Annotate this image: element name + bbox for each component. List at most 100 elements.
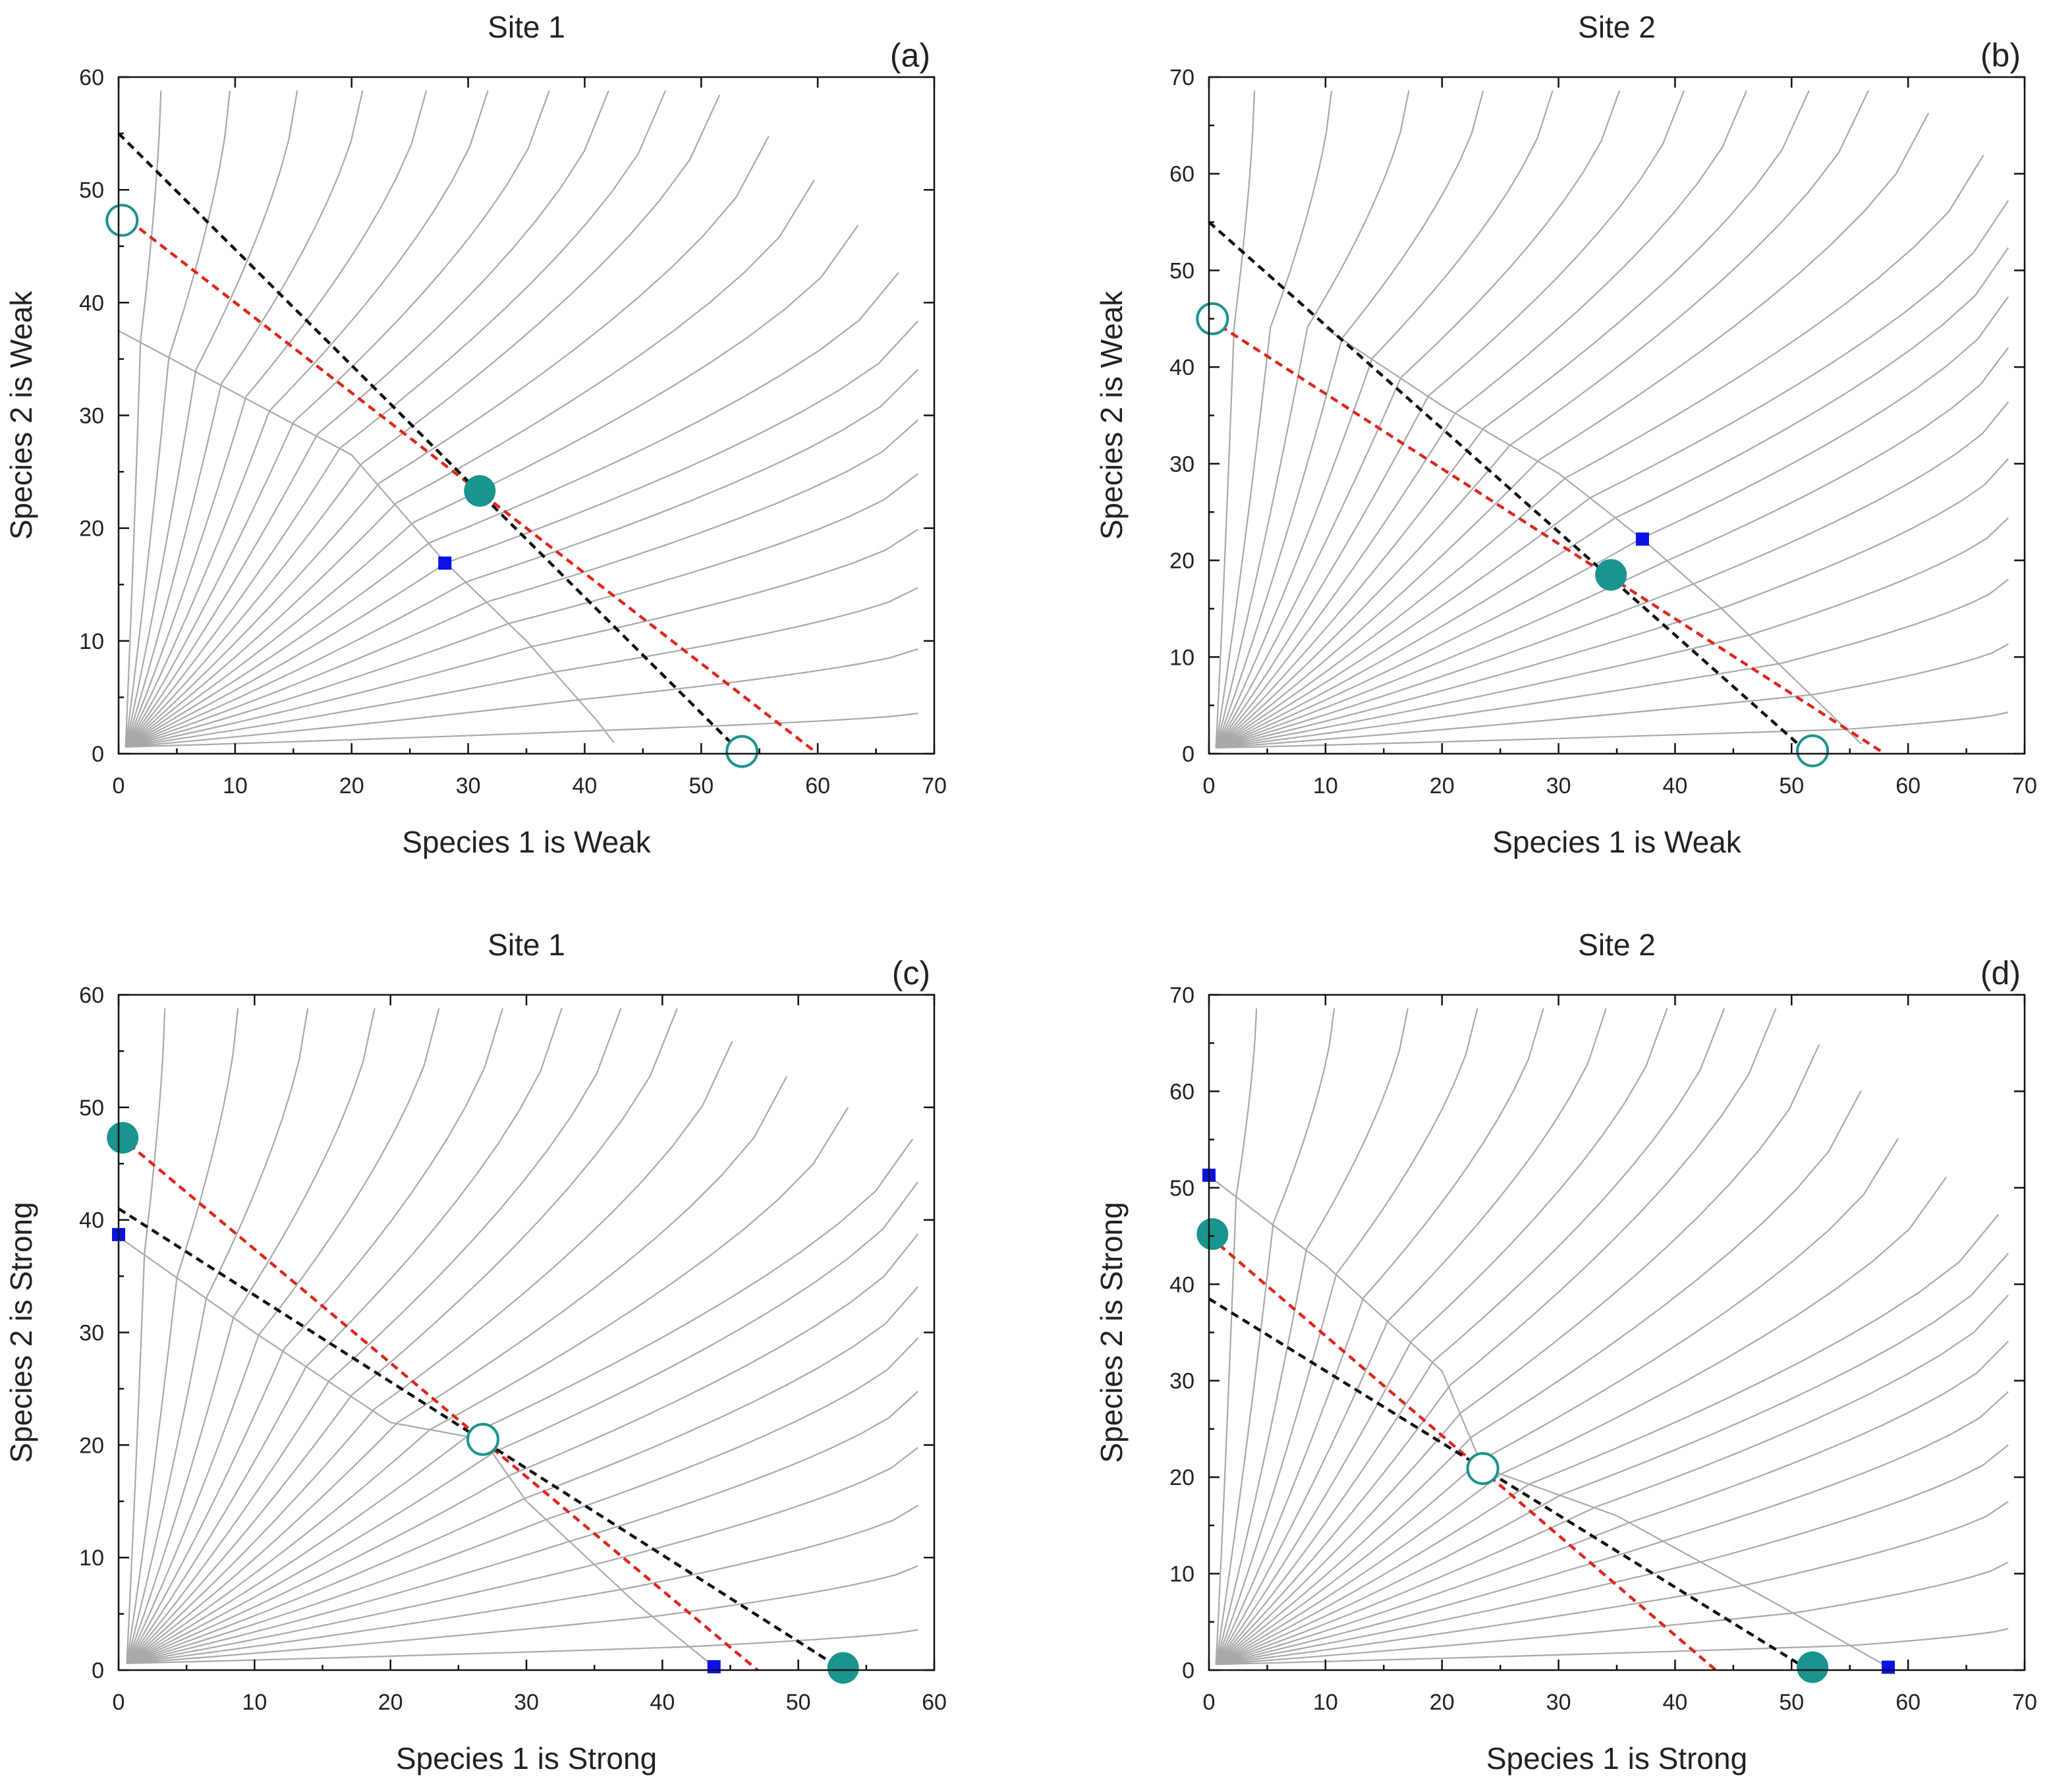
trajectory-line	[1850, 1628, 2009, 1646]
trajectory-group	[1209, 1008, 2009, 1668]
trajectory-line	[1215, 1412, 1462, 1666]
trajectory-line	[1669, 347, 2009, 561]
separatrix-line	[119, 1236, 715, 1667]
trajectory-line	[1215, 444, 1511, 749]
y-tick-label: 40	[1169, 355, 1194, 380]
x-tick-label: 30	[1546, 1690, 1571, 1715]
trajectory-line	[1215, 327, 1235, 748]
trajectory-line	[258, 1008, 440, 1335]
equilibrium-square-marker	[707, 1660, 721, 1673]
trajectory-line	[126, 1422, 399, 1664]
trajectory-line	[1215, 428, 1484, 748]
x-tick-label: 60	[805, 773, 830, 798]
panel-title: Site 2	[1578, 928, 1656, 962]
trajectory-line	[1215, 377, 1402, 748]
x-tick-label: 30	[1546, 773, 1571, 798]
trajectory-line	[1215, 412, 1456, 748]
trajectory-line	[509, 1233, 919, 1476]
trajectory-line	[144, 1008, 166, 1253]
trajectory-line	[126, 1380, 331, 1664]
trajectory-line	[1216, 582, 1696, 749]
trajectory-line	[126, 1563, 595, 1664]
trajectory-line	[125, 562, 447, 748]
trajectory-line	[1432, 1008, 1726, 1362]
trajectory-line	[125, 410, 270, 748]
trajectory-line	[126, 1348, 285, 1664]
trajectory-line	[1306, 1008, 1409, 1250]
trajectory-line	[1529, 1214, 2000, 1485]
trajectory-line	[1216, 1561, 1702, 1666]
trajectory-line	[1216, 694, 1813, 749]
x-tick-label: 0	[1203, 773, 1216, 798]
trajectory-line	[1215, 338, 1343, 748]
trajectory-line	[1215, 1223, 1274, 1665]
trajectory-line	[524, 1286, 919, 1499]
trajectory-line	[126, 1395, 352, 1664]
x-tick-label: 60	[1895, 1690, 1921, 1715]
y-tick-label: 40	[79, 291, 104, 316]
trajectory-line	[1216, 1584, 1744, 1666]
trajectory-line	[594, 1447, 918, 1565]
trajectory-line	[140, 90, 162, 342]
trajectory-line	[397, 1076, 788, 1423]
red-isocline	[117, 1134, 759, 1671]
trajectory-line	[1216, 1611, 1795, 1666]
trajectory-line	[125, 434, 318, 748]
y-tick-label: 60	[1169, 1079, 1194, 1104]
trajectory-line	[1795, 1561, 2009, 1614]
x-tick-label: 50	[1779, 1690, 1804, 1715]
plot-frame	[1208, 76, 2026, 755]
trajectory-line	[1272, 1008, 1335, 1223]
trajectory-line	[245, 90, 428, 397]
y-tick-label: 0	[92, 1658, 104, 1683]
trajectory-line	[430, 1107, 849, 1430]
trajectory-line	[1216, 1521, 1631, 1666]
x-tick-label: 70	[2012, 773, 2037, 798]
stable-equilibrium-marker	[107, 1121, 139, 1154]
stable-equilibrium-marker	[1797, 1651, 1829, 1683]
trajectory-line	[1743, 1501, 2009, 1586]
x-tick-label: 20	[339, 773, 364, 798]
trajectory-line	[176, 1008, 239, 1278]
trajectory-line	[125, 600, 490, 748]
y-tick-label: 30	[1169, 1369, 1194, 1394]
x-tick-label: 0	[113, 1690, 125, 1715]
separatrix-line	[1209, 1175, 1889, 1668]
trajectory-line	[125, 729, 606, 748]
x-tick-label: 10	[1313, 773, 1338, 798]
trajectory-line	[1215, 1196, 1237, 1665]
trajectory-line	[1509, 90, 1869, 446]
x-axis-label: Species 1 is Weak	[1492, 825, 1742, 859]
trajectory-line	[379, 136, 770, 484]
trajectory-line	[126, 1366, 307, 1664]
y-tick-label: 50	[79, 178, 104, 203]
trajectory-line	[1400, 90, 1621, 378]
trajectory-line	[1455, 90, 1748, 414]
trajectory-line	[283, 1008, 503, 1350]
trajectory-line	[1216, 662, 1781, 749]
x-axis-label: Species 1 is Weak	[402, 825, 652, 859]
x-tick-label: 50	[688, 773, 714, 798]
trajectory-line	[1215, 395, 1430, 748]
y-tick-label: 0	[92, 742, 104, 767]
x-tick-label: 20	[378, 1690, 403, 1715]
trajectory-line	[125, 698, 580, 748]
equilibrium-square-marker	[1635, 532, 1649, 546]
y-tick-label: 40	[1169, 1272, 1194, 1297]
trajectory-line	[1449, 1008, 1777, 1386]
trajectory-line	[126, 1277, 178, 1664]
y-tick-label: 0	[1182, 1658, 1194, 1683]
trajectory-line	[1596, 1295, 2009, 1508]
x-tick-label: 0	[1203, 1690, 1216, 1715]
trajectory-line	[1565, 154, 1984, 479]
trajectory-line	[580, 648, 918, 700]
trajectory-line	[126, 1615, 654, 1664]
trajectory-group	[119, 90, 919, 748]
trajectory-line	[339, 90, 667, 449]
x-tick-label: 60	[1895, 773, 1921, 798]
trajectory-line	[1749, 517, 2009, 636]
x-tick-label: 30	[514, 1690, 539, 1715]
trajectory-line	[195, 90, 298, 370]
trajectory-line	[1216, 1494, 1562, 1666]
y-tick-label: 70	[1169, 983, 1194, 1008]
